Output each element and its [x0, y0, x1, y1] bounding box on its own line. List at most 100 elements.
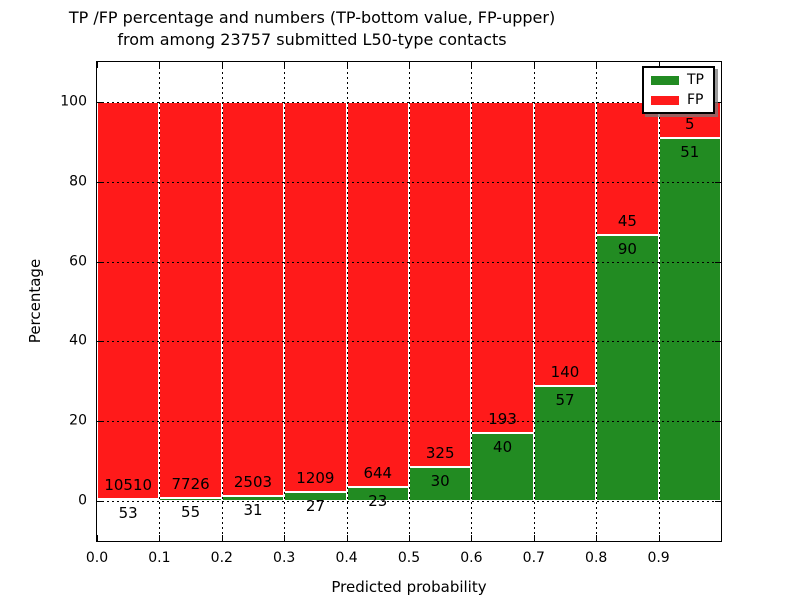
tp-count-label: 27 [305, 497, 325, 516]
grid-line-vertical [658, 62, 660, 541]
tick-mark [409, 62, 410, 68]
tick-mark [715, 261, 721, 263]
grid-line-vertical [221, 62, 223, 541]
fp-count-label: 45 [617, 211, 637, 230]
tick-mark [221, 535, 223, 541]
x-axis-label: Predicted probability [331, 578, 487, 596]
tick-mark [596, 535, 598, 541]
tick-mark [159, 62, 161, 68]
grid-line-vertical [409, 62, 410, 541]
tick-mark [471, 535, 473, 541]
tick-mark [97, 261, 103, 263]
fp-count-label: 10510 [104, 476, 153, 495]
grid-line-horizontal [97, 341, 721, 343]
x-tick-label: 0.1 [148, 550, 171, 566]
tick-mark [715, 501, 721, 503]
legend-swatch-fp [651, 95, 679, 105]
y-tick-label: 60 [69, 253, 87, 270]
tick-mark [284, 535, 286, 541]
tick-mark [97, 101, 103, 103]
grid-line-vertical [159, 62, 161, 541]
tp-count-label: 30 [430, 472, 450, 491]
bar-segment-tp [658, 137, 721, 502]
x-tick-label: 0.8 [585, 550, 608, 566]
grid-line-vertical [471, 62, 473, 541]
tp-count-label: 40 [493, 437, 513, 456]
tick-mark [471, 62, 473, 68]
fp-count-label: 193 [488, 409, 517, 428]
legend-item-fp: FP [651, 92, 704, 108]
bar-segment-tp [97, 499, 160, 502]
bar-segment-fp [471, 101, 534, 433]
legend-item-tp: TP [651, 72, 704, 88]
grid-line-horizontal [97, 261, 721, 263]
grid-line-vertical [284, 62, 286, 541]
x-tick-label: 0.7 [522, 550, 545, 566]
legend-label-tp: TP [687, 72, 704, 88]
tick-mark [715, 341, 721, 343]
fp-count-label: 7726 [171, 475, 210, 494]
tick-mark [346, 62, 348, 68]
legend-swatch-tp [651, 75, 679, 85]
tp-count-label: 51 [680, 142, 700, 161]
bar-segment-tp [533, 385, 597, 502]
x-tick-label: 0.3 [273, 550, 296, 566]
tp-count-label: 90 [617, 239, 637, 258]
tick-mark [97, 535, 98, 541]
legend-label-fp: FP [687, 92, 704, 108]
bar-segment-fp [221, 101, 285, 497]
grid-line-horizontal [97, 501, 721, 503]
tick-mark [221, 62, 223, 68]
bar-segment-fp [346, 101, 409, 488]
tick-mark [715, 181, 721, 183]
tp-count-label: 23 [368, 492, 388, 511]
y-tick-label: 0 [78, 492, 87, 509]
tick-mark [715, 421, 721, 423]
x-tick-label: 0.6 [460, 550, 483, 566]
grid-line-vertical [346, 62, 348, 541]
plot-area: Percentage Predicted probability TP FP 0… [26, 61, 722, 596]
y-axis-label: Percentage [26, 258, 44, 344]
bar-segment-fp [533, 101, 597, 386]
y-tick-label: 80 [69, 173, 87, 190]
x-tick-label: 0.4 [335, 550, 358, 566]
x-tick-label: 0.0 [85, 550, 109, 566]
y-tick-label: 20 [69, 412, 87, 429]
tick-mark [409, 535, 410, 541]
tick-mark [97, 421, 103, 423]
tp-count-label: 57 [555, 390, 575, 409]
tick-mark [658, 62, 660, 68]
tp-count-label: 55 [181, 503, 201, 522]
tp-count-label: 31 [243, 501, 263, 520]
fp-count-label: 1209 [296, 469, 335, 488]
tick-mark [97, 341, 103, 343]
chart-title-line2: from among 23757 submitted L50-type cont… [117, 30, 507, 49]
fp-count-label: 644 [363, 464, 393, 483]
legend: TP FP [642, 66, 715, 114]
tick-mark [159, 535, 161, 541]
grid-line-vertical [596, 62, 598, 541]
tick-mark [596, 62, 598, 68]
fp-count-label: 5 [685, 114, 695, 133]
grid-line-vertical [533, 62, 535, 541]
x-tick-label: 0.2 [210, 550, 233, 566]
fp-count-label: 2503 [233, 473, 273, 492]
x-tick-label: 0.5 [397, 550, 421, 566]
bar-segment-fp [159, 101, 222, 499]
tick-mark [97, 181, 103, 183]
x-tick-label: 0.9 [647, 550, 670, 566]
bar-segment-fp [596, 101, 659, 235]
fp-count-label: 140 [550, 362, 580, 381]
tick-mark [533, 535, 535, 541]
grid-line-horizontal [97, 421, 721, 423]
bar-segment-fp [97, 101, 160, 500]
grid-line-horizontal [97, 101, 721, 103]
tick-mark [97, 501, 103, 503]
tick-mark [346, 535, 348, 541]
bar-segment-fp [284, 101, 347, 493]
tick-mark [284, 62, 286, 68]
bar-segment-fp [409, 101, 472, 468]
y-tick-label: 100 [60, 93, 87, 110]
fp-count-label: 325 [425, 444, 455, 463]
